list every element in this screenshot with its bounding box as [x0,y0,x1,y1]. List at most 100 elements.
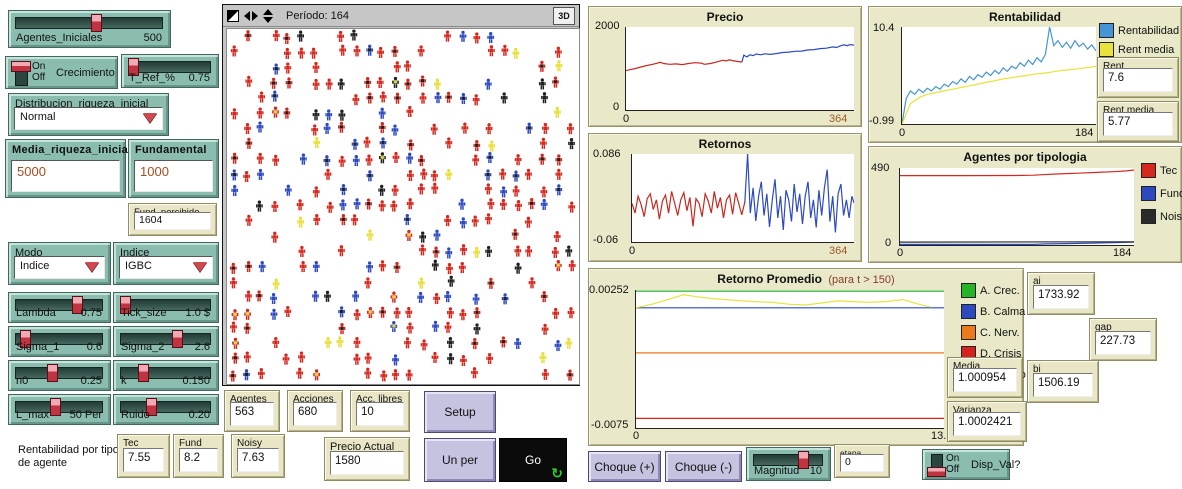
slider-handle[interactable] [71,296,83,314]
legend-item: C. Nerv. [961,325,1026,340]
un-per-button[interactable]: Un per [424,438,496,482]
slider-groove [15,17,163,29]
slider-value: 0.150 [182,375,210,387]
switch-off-label: Off [32,72,46,83]
series-rentabilidad [902,27,1096,124]
plot-subtitle: (para t > 150) [825,274,894,286]
slider-label: Sigma_2 [121,341,165,353]
chooser-modo[interactable]: Modo Indice [8,242,111,285]
legend-item: Noisy [1141,209,1182,224]
chevron-down-icon [143,113,157,123]
slider-k[interactable]: k 0.150 [113,360,219,391]
plot-area [625,27,854,111]
monitor-value: 1.0002421 [953,412,1021,436]
input-value[interactable]: 5000 [11,160,120,192]
chooser-selected[interactable]: IGBC [119,256,213,279]
y-max-label: 0.086 [593,148,621,160]
switch-on-label: On [32,61,46,72]
legend-item: Fund [1141,186,1182,201]
legend-label: Noisy [1160,210,1182,223]
chooser-selected[interactable]: Indice [14,256,105,279]
slider-handle[interactable] [120,296,132,314]
slider-ruido[interactable]: Ruido 0.20 [113,394,219,425]
choque-menos-button[interactable]: Choque (-) [665,451,742,482]
slider-value: 1.0 $ [185,307,210,319]
slider-handle[interactable] [137,364,149,382]
slider-handle[interactable] [91,14,103,32]
input-fundamental[interactable]: Fundamental 1000 [128,139,219,198]
plot-agentes-tipologia: Agentes por tipologia 490 0 0 184 Tec Fu… [868,146,1182,263]
switch-off-label: Off [946,464,960,475]
slider-value: 2.6 [194,341,210,353]
y-max-label: 2000 [595,20,620,32]
agents-layer [229,29,576,382]
monitor-label: Noisy [237,438,263,449]
slider-handle[interactable] [46,364,58,382]
monitor-gap: gap 227.73 [1089,318,1157,361]
monitor-label: Media [953,361,981,372]
slider-handle[interactable] [127,58,139,76]
legend-label: Rent media [1118,43,1175,56]
slider-agentes-iniciales[interactable]: Agentes_Iniciales 500 [8,10,171,48]
view-resize-icon[interactable] [227,9,239,22]
monitor-label: gap [1095,322,1112,333]
choque-mas-button[interactable]: Choque (+) [588,451,661,482]
slider-handle[interactable] [49,398,61,416]
switch-crecimiento[interactable]: On Off Crecimiento [5,56,118,89]
x-min-label: 0 [897,247,904,259]
input-label: Media_riqueza_inicial [12,144,132,156]
slider-handle[interactable] [19,330,31,348]
monitor-value: 1506.19 [1033,373,1093,397]
chooser-selected[interactable]: Normal [14,107,163,130]
slider-handle[interactable] [145,398,157,416]
monitor-fund-percibido: Fund. percibido 1604 [128,203,217,236]
input-value[interactable]: 1000 [134,160,213,192]
slider-groove [15,367,103,379]
plot-title: Rentabilidad [988,10,1061,24]
slider-sigma-2[interactable]: Sigma_2 2.6 [113,326,219,357]
series-retornos-pre [632,190,746,227]
switch-knob[interactable] [927,467,946,477]
forever-icon: ↻ [551,466,563,482]
switch-disp-val[interactable]: On Off Disp_Val? [922,449,1020,480]
plot-title: Retornos [698,137,752,151]
go-button[interactable]: Go ↻ [499,438,567,482]
y-max-label: 10.4 [873,22,895,34]
x-min-label: 0 [623,113,630,125]
chooser-distribucion-riqueza-inicial[interactable]: Distribucion_riqueza_inicial Normal [8,93,169,136]
note-rentabilidad-por-tipo: Rentabilidad por tipo de agente [18,444,119,469]
slider-l-max[interactable]: L_max 50 Per [8,394,111,425]
slider-groove [15,333,103,345]
monitor-bi: bi 1506.19 [1027,360,1099,403]
world-view[interactable]: Período: 164 3D [222,4,580,386]
slider-magnitud[interactable]: Magnitud 10 [746,447,831,481]
slider-n0[interactable]: n0 0.25 [8,360,111,391]
y-min-label: -0.0075 [591,419,629,431]
switch-knob[interactable] [11,61,31,72]
plot-area [631,154,854,243]
legend-label: Fund [1160,187,1182,200]
slider-label: k [121,375,127,387]
slider-label: Magnitud [754,465,800,477]
input-media-riqueza-inicial[interactable]: Media_riqueza_inicial 5000 [5,139,131,198]
vertical-arrows-icon[interactable] [263,8,273,23]
plot-title: Agentes por tipologia [963,150,1087,164]
world-canvas[interactable] [226,28,580,385]
monitor-ai: ai 1733.92 [1027,272,1095,315]
x-max-label: 184 [1075,127,1094,139]
setup-button[interactable]: Setup [424,391,496,433]
chevron-down-icon [85,262,99,272]
slider-handle[interactable] [798,451,810,469]
slider-t-ref[interactable]: T_Ref_% 0.75 [121,54,219,88]
slider-sigma-1[interactable]: Sigma_1 0.6 [8,326,111,357]
chooser-indice[interactable]: Indice IGBC [113,242,219,285]
slider-handle[interactable] [172,330,184,348]
horizontal-arrows-icon[interactable] [244,10,258,21]
slider-lambda[interactable]: Lambda 0.75 [8,292,111,323]
legend-label: Tec [1160,164,1178,177]
view-3d-button[interactable]: 3D [553,6,575,25]
y-min-label: -0.06 [593,234,619,246]
slider-tick-size[interactable]: Tick_size 1.0 $ [113,292,219,323]
monitor-value: 7.63 [237,448,279,472]
slider-value: 500 [143,32,162,44]
